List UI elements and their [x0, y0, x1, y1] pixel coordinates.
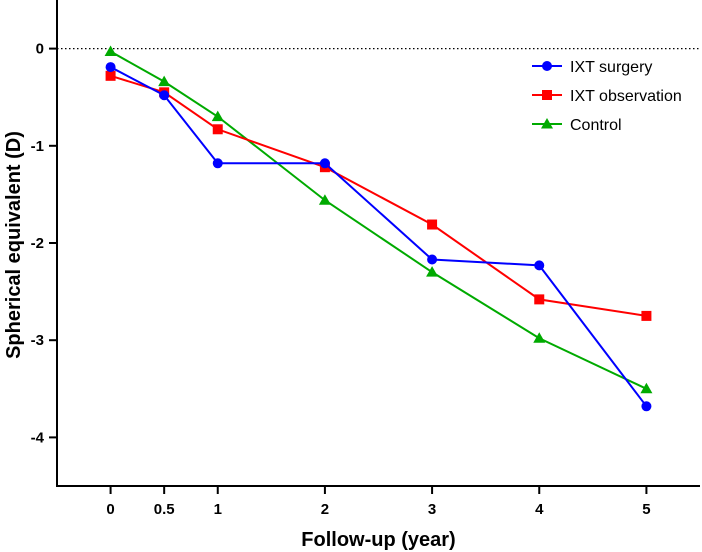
data-point-control — [211, 110, 224, 122]
y-tick-label: 0 — [36, 41, 44, 58]
legend-marker-control — [541, 118, 553, 129]
data-point-control — [426, 266, 439, 277]
data-point-ixt-observation — [534, 294, 545, 305]
legend-marker-ixt-surgery — [542, 61, 552, 71]
series-layer — [104, 45, 653, 412]
data-point-ixt-observation — [427, 219, 438, 230]
data-point-ixt-surgery — [534, 260, 545, 271]
series-ixt-surgery — [105, 62, 652, 412]
data-point-ixt-surgery — [105, 62, 116, 73]
y-tick-label: -4 — [31, 429, 45, 446]
y-tick-label: -3 — [31, 332, 44, 349]
y-tick-label: -2 — [31, 235, 44, 252]
data-point-control — [533, 332, 546, 343]
y-axis-ticks: 0 -1 -2 -3 -4 — [31, 41, 57, 446]
series-control — [104, 45, 653, 394]
legend-label-ixt-surgery: IXT surgery — [570, 59, 652, 76]
x-axis-title: Follow-up (year) — [301, 529, 455, 551]
x-tick-label: 0 — [106, 501, 114, 518]
series-ixt-observation — [105, 70, 652, 321]
legend-entry-ixt-surgery: IXT surgery — [532, 59, 652, 76]
data-point-ixt-observation — [212, 124, 223, 135]
x-tick-label: 5 — [642, 501, 650, 518]
legend: IXT surgery IXT observation Control — [532, 59, 682, 134]
data-point-ixt-observation — [641, 310, 652, 321]
data-point-ixt-observation — [105, 70, 116, 81]
data-point-control — [104, 45, 117, 57]
x-tick-label: 1 — [214, 501, 222, 518]
x-tick-label: 0.5 — [154, 501, 175, 518]
x-tick-label: 2 — [321, 501, 329, 518]
series-line-control — [110, 50, 647, 390]
data-point-ixt-surgery — [212, 158, 223, 169]
series-line-ixt-observation — [110, 74, 647, 317]
y-tick-label: -1 — [31, 138, 44, 155]
legend-label-control: Control — [570, 117, 622, 134]
legend-entry-ixt-observation: IXT observation — [532, 88, 682, 105]
data-point-ixt-surgery — [159, 90, 170, 101]
data-point-control — [640, 382, 653, 394]
legend-entry-control: Control — [532, 117, 622, 134]
x-tick-label: 4 — [535, 501, 544, 518]
data-point-control — [158, 75, 171, 87]
x-axis-ticks: 0 0.5 1 2 3 4 5 — [106, 486, 651, 518]
data-point-ixt-surgery — [319, 158, 330, 169]
y-axis-title: Spherical equivalent (D) — [3, 131, 25, 359]
legend-marker-ixt-observation — [542, 90, 552, 100]
data-point-ixt-surgery — [427, 254, 438, 265]
legend-label-ixt-observation: IXT observation — [570, 88, 682, 105]
data-point-control — [318, 194, 331, 205]
data-point-ixt-surgery — [641, 401, 652, 412]
x-tick-label: 3 — [428, 501, 436, 518]
